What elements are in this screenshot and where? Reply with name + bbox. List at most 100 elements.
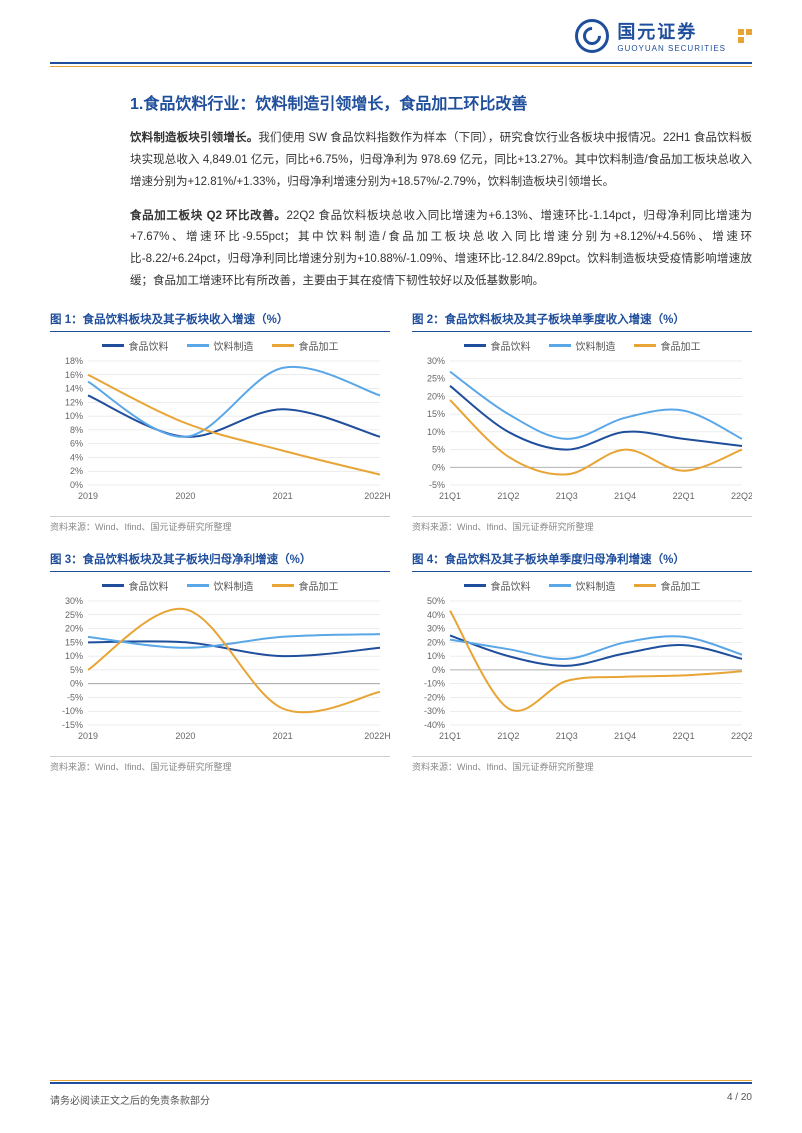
- svg-text:20%: 20%: [65, 623, 83, 633]
- chart-4: 图 4：食品饮料及其子板块单季度归母净利增速（%） 食品饮料饮料制造食品加工 -…: [412, 551, 752, 773]
- chart-1-svg: 0%2%4%6%8%10%12%14%16%18%201920202021202…: [50, 355, 390, 505]
- section-heading: 1.食品饮料行业：饮料制造引领增长，食品加工环比改善: [130, 90, 752, 114]
- legend-item: 食品加工: [634, 338, 701, 353]
- svg-text:30%: 30%: [427, 356, 445, 366]
- svg-text:22Q2: 22Q2: [731, 491, 752, 501]
- chart-2-title: 图 2：食品饮料板块及其子板块单季度收入增速（%）: [412, 311, 752, 332]
- svg-text:2019: 2019: [78, 731, 98, 741]
- svg-text:2021: 2021: [273, 731, 293, 741]
- footer-disclaimer: 请务必阅读正文之后的免责条款部分: [50, 1092, 210, 1107]
- chart-3-source: 资料来源：Wind、Ifind、国元证券研究所整理: [50, 756, 390, 773]
- legend-item: 食品加工: [272, 338, 339, 353]
- paragraph-2: 食品加工板块 Q2 环比改善。22Q2 食品饮料板块总收入同比增速为+6.13%…: [130, 206, 752, 293]
- chart-3: 图 3：食品饮料板块及其子板块归母净利增速（%） 食品饮料 饮料制造 食品加工 -1…: [50, 551, 390, 773]
- svg-text:21Q2: 21Q2: [497, 491, 519, 501]
- legend-item: 食品加工: [634, 578, 701, 593]
- legend-item: 食品加工: [272, 578, 339, 593]
- svg-text:-20%: -20%: [424, 692, 445, 702]
- svg-text:2%: 2%: [70, 466, 83, 476]
- svg-text:20%: 20%: [427, 637, 445, 647]
- legend-item: 食品饮料: [464, 338, 531, 353]
- svg-text:-10%: -10%: [62, 706, 83, 716]
- svg-text:2022H1: 2022H1: [364, 731, 390, 741]
- chart-1-source: 资料来源：Wind、Ifind、国元证券研究所整理: [50, 516, 390, 533]
- chart-2-legend: 食品饮料 饮料制造 食品加工: [412, 338, 752, 353]
- svg-text:12%: 12%: [65, 397, 83, 407]
- para1-lead: 饮料制造板块引领增长。: [130, 132, 258, 144]
- svg-text:5%: 5%: [432, 444, 445, 454]
- svg-text:8%: 8%: [70, 425, 83, 435]
- chart-4-source: 资料来源：Wind、Ifind、国元证券研究所整理: [412, 756, 752, 773]
- chart-1-title: 图 1：食品饮料板块及其子板块收入增速（%）: [50, 311, 390, 332]
- svg-text:14%: 14%: [65, 383, 83, 393]
- svg-text:21Q4: 21Q4: [614, 731, 636, 741]
- svg-text:-5%: -5%: [67, 692, 83, 702]
- chart-3-legend: 食品饮料 饮料制造 食品加工: [50, 578, 390, 593]
- legend-item: 饮料制造: [549, 338, 616, 353]
- svg-text:30%: 30%: [427, 623, 445, 633]
- svg-text:25%: 25%: [427, 374, 445, 384]
- svg-text:5%: 5%: [70, 665, 83, 675]
- svg-text:21Q2: 21Q2: [497, 731, 519, 741]
- svg-text:0%: 0%: [70, 679, 83, 689]
- svg-text:22Q1: 22Q1: [673, 491, 695, 501]
- chart-1: 图 1：食品饮料板块及其子板块收入增速（%） 食品饮料 饮料制造 食品加工 0% 2%…: [50, 311, 390, 533]
- svg-text:10%: 10%: [65, 651, 83, 661]
- page-header: 国元证券 GUOYUAN SECURITIES: [0, 0, 802, 80]
- svg-text:21Q1: 21Q1: [439, 731, 461, 741]
- brand-name-en: GUOYUAN SECURITIES: [617, 44, 726, 53]
- svg-text:4%: 4%: [70, 452, 83, 462]
- header-rule-accent: [50, 66, 752, 67]
- brand-name-cn: 国元证券: [617, 18, 726, 44]
- svg-text:2019: 2019: [78, 491, 98, 501]
- svg-text:2021: 2021: [273, 491, 293, 501]
- svg-text:-5%: -5%: [429, 480, 445, 490]
- legend-item: 饮料制造: [187, 338, 254, 353]
- svg-text:-30%: -30%: [424, 706, 445, 716]
- svg-text:25%: 25%: [65, 610, 83, 620]
- header-rule: [50, 62, 752, 64]
- legend-item: 饮料制造: [187, 578, 254, 593]
- legend-item: 食品饮料: [102, 578, 169, 593]
- svg-text:22Q2: 22Q2: [731, 731, 752, 741]
- svg-text:0%: 0%: [432, 462, 445, 472]
- para2-lead: 食品加工板块 Q2 环比改善。: [130, 210, 287, 222]
- svg-text:2022H1: 2022H1: [364, 491, 390, 501]
- svg-text:21Q4: 21Q4: [614, 491, 636, 501]
- svg-text:18%: 18%: [65, 356, 83, 366]
- svg-text:16%: 16%: [65, 370, 83, 380]
- svg-text:2020: 2020: [175, 491, 195, 501]
- svg-text:-40%: -40%: [424, 720, 445, 730]
- legend-item: 饮料制造: [549, 578, 616, 593]
- chart-3-svg: -15%-10%-5%0%5%10%15%20%25%30%2019202020…: [50, 595, 390, 745]
- svg-text:15%: 15%: [65, 637, 83, 647]
- svg-text:-15%: -15%: [62, 720, 83, 730]
- svg-text:0%: 0%: [70, 480, 83, 490]
- page-footer: 请务必阅读正文之后的免责条款部分 4 / 20: [50, 1082, 752, 1107]
- chart-2: 图 2：食品饮料板块及其子板块单季度收入增速（%） 食品饮料 饮料制造 食品加工 -…: [412, 311, 752, 533]
- chart-2-svg: -5%0%5%10%15%20%25%30%21Q121Q221Q321Q422…: [412, 355, 752, 505]
- legend-item: 食品饮料: [102, 338, 169, 353]
- svg-text:10%: 10%: [427, 427, 445, 437]
- svg-text:21Q3: 21Q3: [556, 731, 578, 741]
- svg-text:6%: 6%: [70, 439, 83, 449]
- logo-dots-icon: [738, 29, 752, 43]
- brand-logo: 国元证券 GUOYUAN SECURITIES: [575, 18, 752, 53]
- svg-text:21Q1: 21Q1: [439, 491, 461, 501]
- footer-rule-accent: [50, 1080, 752, 1081]
- paragraph-1: 饮料制造板块引领增长。我们使用 SW 食品饮料指数作为样本（下同），研究食饮行业…: [130, 128, 752, 194]
- svg-text:15%: 15%: [427, 409, 445, 419]
- logo-mark-icon: [575, 19, 609, 53]
- body-content: 1.食品饮料行业：饮料制造引领增长，食品加工环比改善 饮料制造板块引领增长。我们…: [0, 80, 802, 293]
- chart-4-title: 图 4：食品饮料及其子板块单季度归母净利增速（%）: [412, 551, 752, 572]
- chart-4-legend: 食品饮料饮料制造食品加工: [412, 578, 752, 593]
- svg-text:30%: 30%: [65, 596, 83, 606]
- svg-text:50%: 50%: [427, 596, 445, 606]
- svg-text:22Q1: 22Q1: [673, 731, 695, 741]
- chart-3-title: 图 3：食品饮料板块及其子板块归母净利增速（%）: [50, 551, 390, 572]
- svg-text:10%: 10%: [427, 651, 445, 661]
- chart-2-source: 资料来源：Wind、Ifind、国元证券研究所整理: [412, 516, 752, 533]
- svg-text:0%: 0%: [432, 665, 445, 675]
- footer-page: 4 / 20: [727, 1092, 752, 1107]
- svg-text:21Q3: 21Q3: [556, 491, 578, 501]
